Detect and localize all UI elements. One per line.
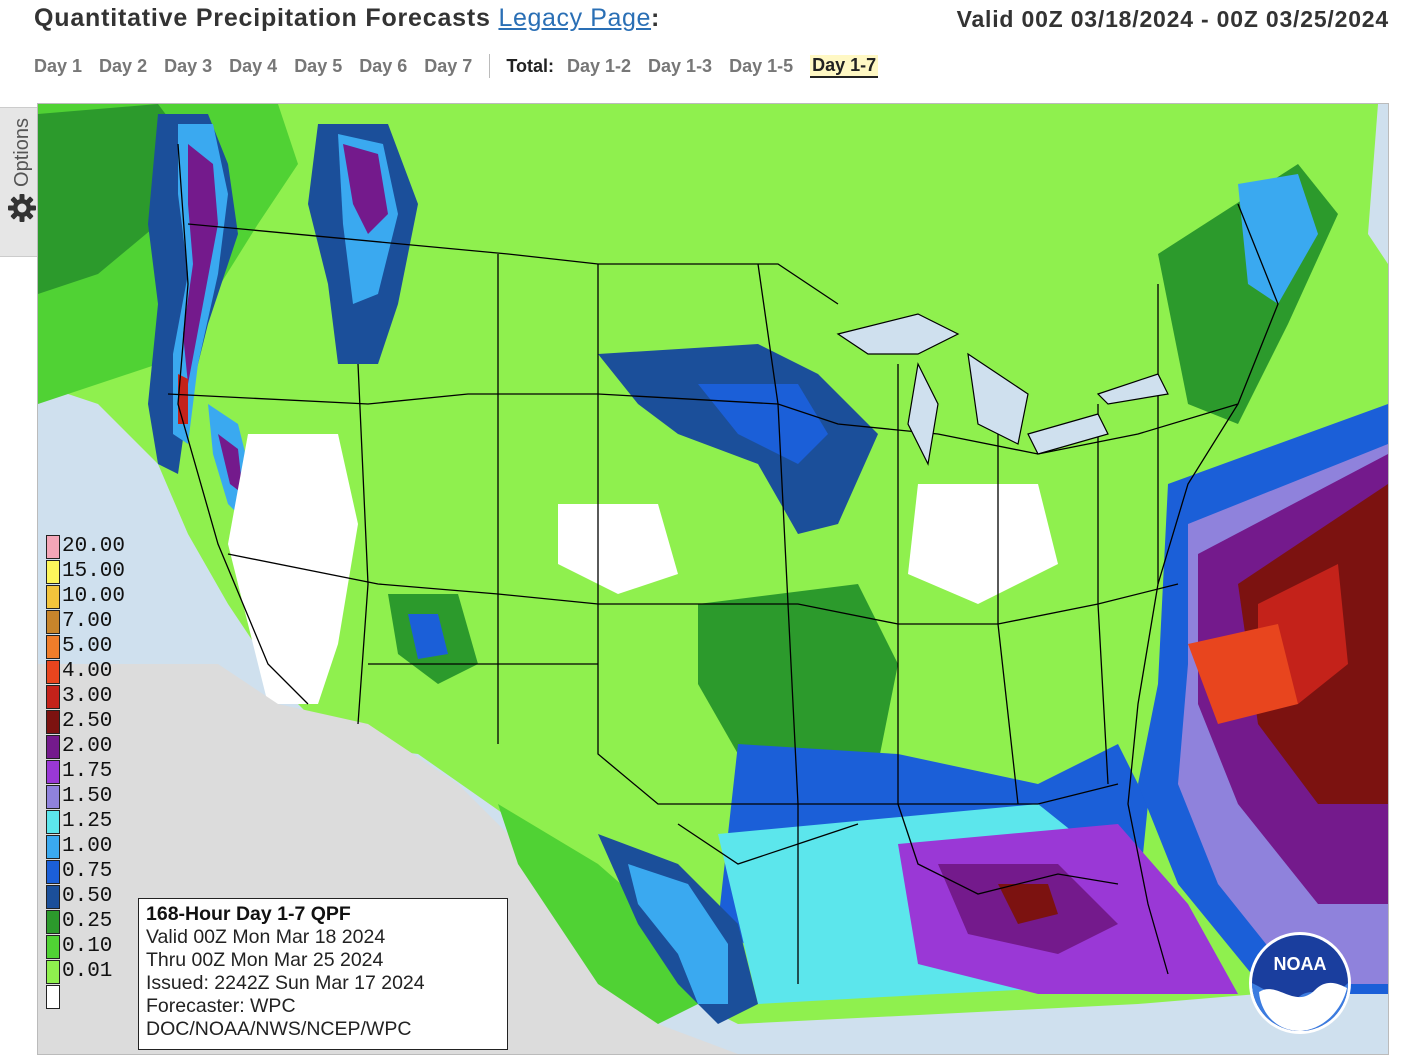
tab-day-1-2[interactable]: Day 1-2 xyxy=(566,55,632,76)
legend-label: 1.75 xyxy=(62,760,113,783)
legend-row: 15.00 xyxy=(46,559,146,584)
legend-label: 5.00 xyxy=(62,635,113,658)
tab-day-7[interactable]: Day 7 xyxy=(424,55,473,76)
tab-day-6[interactable]: Day 6 xyxy=(359,55,408,76)
legend-label: 2.00 xyxy=(62,735,113,758)
legend-row: 3.00 xyxy=(46,684,146,709)
info-forecaster: Forecaster: WPC xyxy=(146,995,296,1017)
legend-row: 1.75 xyxy=(46,759,146,784)
page-title-text: Quantitative Precipitation Forecasts xyxy=(34,4,491,32)
legend-label: 0.50 xyxy=(62,885,113,908)
legend-swatch xyxy=(46,909,60,934)
legend-row: 20.00 xyxy=(46,534,146,559)
legend-row: 2.50 xyxy=(46,709,146,734)
legend-label: 10.00 xyxy=(62,585,126,608)
legend-label: 0.01 xyxy=(62,960,113,983)
legend-row: 0.50 xyxy=(46,884,146,909)
legend-swatch xyxy=(46,609,60,634)
qpf-map: 20.00 15.00 10.00 7.00 5.00 4.00 3.00 2.50 2.00 1… xyxy=(37,103,1389,1055)
total-label: Total: xyxy=(506,55,554,76)
forecast-info-box: 168-Hour Day 1-7 QPF Valid 00Z Mon Mar 1… xyxy=(138,898,508,1050)
page-title: Quantitative Precipitation Forecasts Leg… xyxy=(34,4,660,33)
legend-row: 7.00 xyxy=(46,609,146,634)
legend-label: 1.50 xyxy=(62,785,113,808)
legend-swatch xyxy=(46,809,60,834)
legend-row xyxy=(46,984,146,1009)
legend-label: 0.10 xyxy=(62,935,113,958)
legend-swatch xyxy=(46,634,60,659)
legend-row: 2.00 xyxy=(46,734,146,759)
qpf-legend: 20.00 15.00 10.00 7.00 5.00 4.00 3.00 2.50 2.00 1… xyxy=(46,534,146,1009)
legend-row: 1.00 xyxy=(46,834,146,859)
legend-row: 5.00 xyxy=(46,634,146,659)
legend-label: 20.00 xyxy=(62,535,126,558)
info-issued: Issued: 2242Z Sun Mar 17 2024 xyxy=(146,972,425,994)
gear-icon xyxy=(8,193,36,222)
tab-day-4[interactable]: Day 4 xyxy=(229,55,278,76)
legend-row: 10.00 xyxy=(46,584,146,609)
legend-swatch xyxy=(46,709,60,734)
tab-separator xyxy=(489,54,491,78)
legend-row: 0.25 xyxy=(46,909,146,934)
legend-swatch xyxy=(46,784,60,809)
legend-swatch xyxy=(46,559,60,584)
tab-day-2[interactable]: Day 2 xyxy=(99,55,148,76)
legend-row: 0.75 xyxy=(46,859,146,884)
legend-row: 1.25 xyxy=(46,809,146,834)
legend-swatch xyxy=(46,859,60,884)
noaa-logo-text: NOAA xyxy=(1274,954,1327,974)
legend-row: 4.00 xyxy=(46,659,146,684)
legend-label: 2.50 xyxy=(62,710,113,733)
legend-label: 15.00 xyxy=(62,560,126,583)
legend-swatch xyxy=(46,934,60,959)
info-thru: Thru 00Z Mon Mar 25 2024 xyxy=(146,949,384,971)
noaa-logo-icon: NOAA xyxy=(1249,932,1351,1034)
info-title: 168-Hour Day 1-7 QPF xyxy=(146,903,351,925)
info-valid: Valid 00Z Mon Mar 18 2024 xyxy=(146,926,386,948)
legend-label: 1.25 xyxy=(62,810,113,833)
legend-label: 0.75 xyxy=(62,860,113,883)
legend-label: 7.00 xyxy=(62,610,113,633)
legend-label: 0.25 xyxy=(62,910,113,933)
tab-day-3[interactable]: Day 3 xyxy=(164,55,213,76)
legend-swatch xyxy=(46,684,60,709)
legend-swatch xyxy=(46,734,60,759)
legend-label: 1.00 xyxy=(62,835,113,858)
legend-row: 1.50 xyxy=(46,784,146,809)
legend-swatch xyxy=(46,659,60,684)
legend-swatch xyxy=(46,984,60,1009)
tab-day-1-5[interactable]: Day 1-5 xyxy=(729,55,794,76)
options-label: Options xyxy=(10,118,33,187)
legend-swatch xyxy=(46,584,60,609)
legend-swatch xyxy=(46,959,60,984)
legend-swatch xyxy=(46,759,60,784)
legend-row: 0.01 xyxy=(46,959,146,984)
tab-day-1-3[interactable]: Day 1-3 xyxy=(648,55,713,76)
day-tabs: Day 1 Day 2 Day 3 Day 4 Day 5 Day 6 Day … xyxy=(34,53,895,79)
legend-swatch xyxy=(46,884,60,909)
valid-range: Valid 00Z 03/18/2024 - 00Z 03/25/2024 xyxy=(956,6,1389,32)
legend-label: 3.00 xyxy=(62,685,113,708)
legend-swatch xyxy=(46,534,60,559)
qpf-map-canvas xyxy=(38,104,1388,1054)
tab-day-1[interactable]: Day 1 xyxy=(34,55,83,76)
legend-swatch xyxy=(46,834,60,859)
tab-day-1-7[interactable]: Day 1-7 xyxy=(810,54,879,78)
legend-row: 0.10 xyxy=(46,934,146,959)
title-colon: : xyxy=(651,4,661,32)
info-agency: DOC/NOAA/NWS/NCEP/WPC xyxy=(146,1018,412,1040)
tab-day-5[interactable]: Day 5 xyxy=(294,55,343,76)
legacy-page-link[interactable]: Legacy Page xyxy=(498,4,652,32)
legend-label: 4.00 xyxy=(62,660,113,683)
